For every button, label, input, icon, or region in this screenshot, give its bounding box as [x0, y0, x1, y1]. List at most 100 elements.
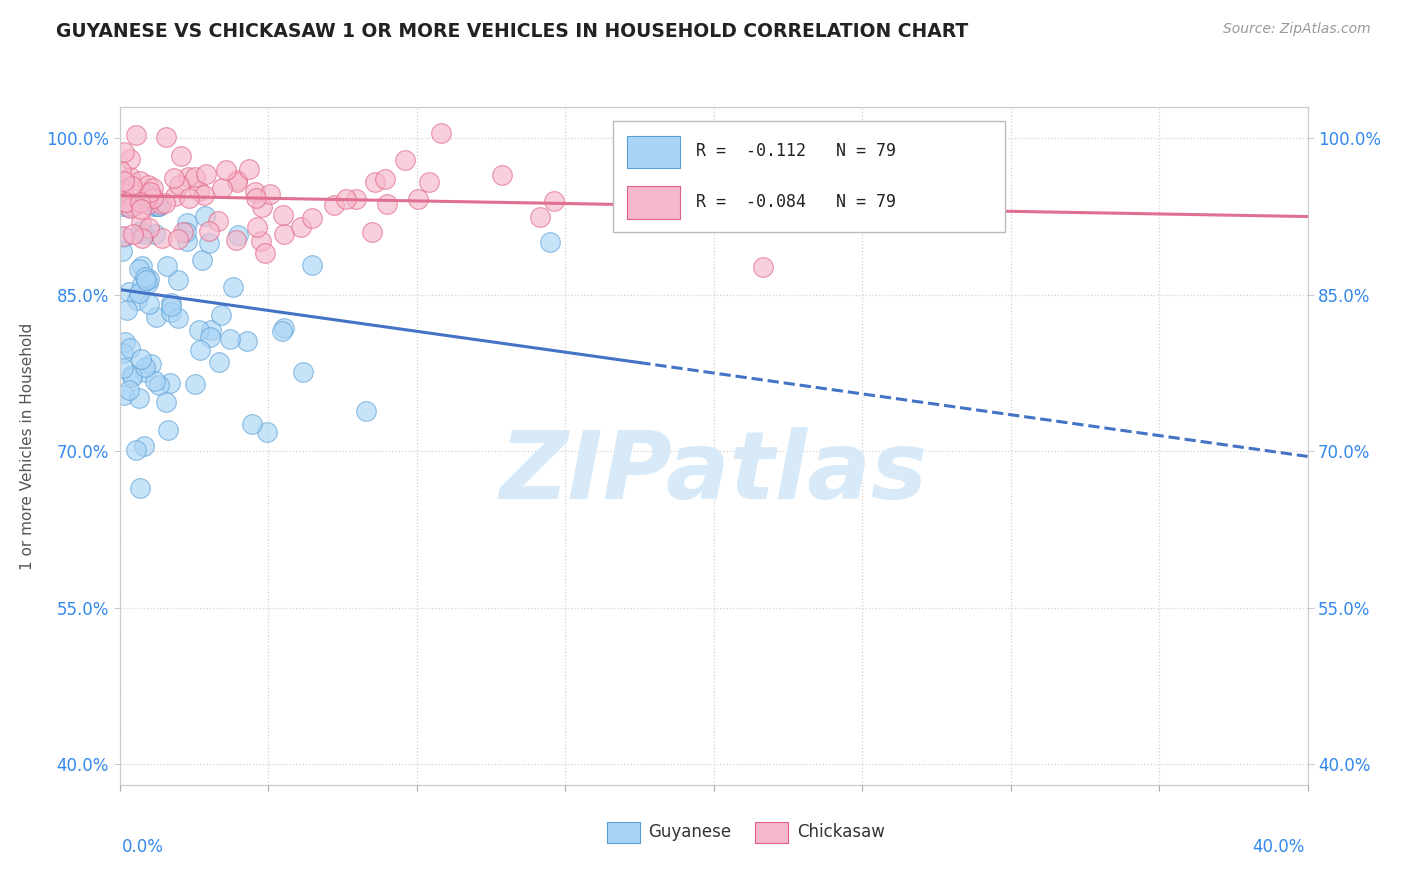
Point: [256, 425, 278, 439]
Point: [188, 185, 211, 199]
Point: [146, 199, 169, 213]
Point: [360, 225, 382, 239]
Point: [301, 211, 323, 225]
Point: [176, 215, 198, 229]
Point: [200, 322, 222, 336]
Point: [129, 214, 152, 228]
Point: [127, 293, 149, 308]
Point: [148, 377, 170, 392]
Point: [538, 235, 561, 249]
Point: [198, 235, 221, 250]
Point: [155, 395, 177, 409]
Point: [121, 368, 143, 382]
Point: [131, 277, 153, 292]
Point: [134, 360, 156, 375]
Point: [142, 191, 165, 205]
Text: GUYANESE VS CHICKASAW 1 OR MORE VEHICLES IN HOUSEHOLD CORRELATION CHART: GUYANESE VS CHICKASAW 1 OR MORE VEHICLES…: [56, 22, 969, 41]
Point: [117, 199, 139, 213]
Point: [211, 181, 233, 195]
Point: [271, 324, 294, 338]
Point: [177, 169, 200, 184]
Point: [139, 185, 162, 199]
Point: [111, 244, 134, 258]
Point: [225, 175, 247, 189]
Point: [240, 417, 263, 431]
Point: [128, 286, 150, 301]
Point: [160, 304, 183, 318]
Point: [118, 383, 141, 397]
FancyBboxPatch shape: [606, 822, 640, 843]
Point: [172, 225, 194, 239]
Point: [271, 208, 294, 222]
Point: [543, 194, 565, 208]
Point: [145, 310, 167, 325]
Point: [145, 227, 167, 242]
Point: [149, 197, 172, 211]
FancyBboxPatch shape: [755, 822, 789, 843]
Point: [169, 178, 191, 192]
Point: [344, 192, 367, 206]
Point: [259, 186, 281, 201]
Text: Source: ZipAtlas.com: Source: ZipAtlas.com: [1223, 22, 1371, 37]
Point: [188, 343, 211, 358]
Point: [115, 303, 138, 318]
Point: [751, 260, 773, 274]
Point: [142, 199, 165, 213]
Point: [195, 168, 218, 182]
Point: [166, 273, 188, 287]
Point: [132, 227, 155, 241]
Point: [301, 258, 323, 272]
Point: [138, 221, 160, 235]
Point: [121, 369, 143, 384]
Point: [138, 190, 160, 204]
Point: [219, 333, 242, 347]
Point: [120, 170, 142, 185]
Point: [129, 195, 152, 210]
Point: [143, 374, 166, 388]
Point: [335, 193, 357, 207]
Point: [159, 300, 181, 314]
Point: [374, 172, 396, 186]
Point: [238, 161, 260, 176]
Point: [117, 199, 139, 213]
Point: [429, 126, 451, 140]
Point: [169, 149, 191, 163]
Point: [292, 365, 315, 379]
Point: [110, 194, 132, 209]
Point: [121, 178, 143, 193]
Point: [184, 376, 207, 391]
Point: [110, 164, 132, 178]
Point: [236, 334, 259, 349]
Point: [200, 330, 222, 344]
Point: [183, 169, 205, 184]
Point: [290, 220, 312, 235]
Point: [354, 403, 377, 417]
Point: [250, 200, 273, 214]
Point: [166, 232, 188, 246]
Point: [159, 376, 181, 390]
Point: [114, 335, 136, 350]
Point: [138, 178, 160, 192]
Point: [131, 202, 153, 217]
Point: [112, 387, 135, 401]
Point: [364, 175, 387, 189]
Point: [129, 174, 152, 188]
Point: [194, 209, 217, 223]
Point: [120, 153, 142, 167]
Text: R =  -0.084   N = 79: R = -0.084 N = 79: [696, 193, 896, 211]
Point: [135, 273, 157, 287]
Text: Chickasaw: Chickasaw: [797, 822, 884, 841]
Text: R =  -0.112   N = 79: R = -0.112 N = 79: [696, 142, 896, 160]
Point: [121, 227, 143, 242]
Point: [322, 198, 344, 212]
Point: [207, 213, 229, 227]
Point: [128, 391, 150, 405]
Point: [273, 227, 295, 241]
Text: 40.0%: 40.0%: [1253, 838, 1305, 856]
Point: [125, 128, 148, 142]
Point: [134, 364, 156, 378]
Point: [112, 346, 135, 360]
Point: [132, 439, 155, 453]
Point: [138, 272, 160, 286]
Point: [491, 168, 513, 182]
